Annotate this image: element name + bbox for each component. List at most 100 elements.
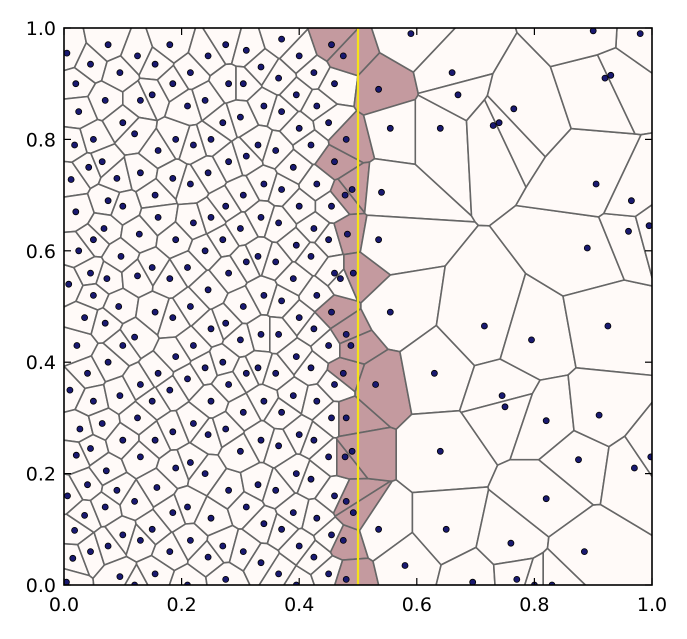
data-point <box>295 431 303 439</box>
data-point <box>542 417 550 425</box>
x-axis-ticks: 0.0 0.2 0.4 0.6 0.8 1.0 <box>49 28 667 616</box>
data-point <box>71 527 78 534</box>
data-point <box>81 314 88 322</box>
data-point <box>498 392 506 400</box>
axes-frame <box>63 27 653 586</box>
data-point <box>647 453 652 461</box>
data-point <box>275 442 283 450</box>
data-point <box>325 236 333 244</box>
data-point <box>307 364 315 372</box>
data-point <box>90 291 97 299</box>
data-point <box>272 369 280 377</box>
data-point <box>219 236 227 244</box>
data-point <box>289 509 297 516</box>
data-point <box>225 80 233 88</box>
data-point <box>239 191 247 199</box>
data-point <box>166 548 174 555</box>
data-point <box>313 514 321 522</box>
data-point <box>348 447 356 455</box>
data-point <box>201 247 209 255</box>
data-point <box>101 97 109 104</box>
data-point <box>375 525 383 533</box>
data-point <box>339 537 347 544</box>
voronoi-cell <box>123 563 149 585</box>
data-point <box>64 578 70 585</box>
data-point <box>134 272 141 280</box>
x-tick-label: 1.0 <box>637 594 667 616</box>
data-point <box>575 456 582 464</box>
data-point <box>148 525 156 533</box>
y-tick-label: 0.6 <box>26 241 56 263</box>
data-point <box>313 180 321 188</box>
data-point <box>254 252 262 260</box>
data-point <box>342 135 350 143</box>
data-point <box>272 486 280 494</box>
data-point <box>292 241 300 249</box>
data-point <box>136 537 144 544</box>
data-point <box>278 108 286 115</box>
data-point <box>343 230 351 238</box>
data-point <box>151 570 159 578</box>
data-point <box>222 41 230 49</box>
data-point <box>151 436 159 444</box>
data-point <box>513 576 521 583</box>
data-point <box>454 91 462 99</box>
data-point <box>347 342 355 349</box>
data-point <box>184 264 191 271</box>
data-point <box>73 342 81 349</box>
y-tick-label: 1.0 <box>26 18 56 40</box>
data-point <box>169 509 177 516</box>
data-point <box>313 397 321 405</box>
data-point <box>336 275 344 283</box>
data-point <box>116 392 124 400</box>
data-point <box>101 319 109 327</box>
data-point <box>84 481 91 489</box>
data-point <box>236 447 244 455</box>
data-point <box>219 358 227 366</box>
data-point <box>104 197 112 205</box>
data-point <box>260 397 268 405</box>
voronoi-cell <box>614 28 652 75</box>
data-point <box>254 481 262 489</box>
data-point <box>154 369 162 377</box>
data-point <box>186 459 194 466</box>
data-point <box>66 386 74 394</box>
data-point <box>272 147 280 154</box>
data-point <box>204 169 212 177</box>
data-point <box>242 46 250 54</box>
data-point <box>436 124 444 132</box>
data-point <box>625 227 632 235</box>
data-point <box>328 202 335 210</box>
data-point <box>528 336 535 344</box>
data-point <box>115 303 123 310</box>
data-point <box>401 562 409 569</box>
data-point <box>349 269 357 277</box>
data-point <box>295 52 303 60</box>
voronoi-cell <box>567 366 652 448</box>
data-point <box>116 573 124 580</box>
data-point <box>480 322 488 330</box>
data-point <box>442 525 450 533</box>
data-point <box>581 548 588 555</box>
data-point <box>64 49 71 57</box>
data-point <box>169 314 177 322</box>
voronoi-cell <box>492 557 535 585</box>
data-point <box>328 308 335 316</box>
data-point <box>254 364 262 372</box>
data-point <box>278 35 286 43</box>
data-point <box>134 414 141 422</box>
x-tick-label: 0.8 <box>519 594 549 616</box>
data-point <box>87 269 94 277</box>
data-point <box>222 319 230 327</box>
data-point <box>131 130 139 138</box>
data-point <box>116 69 124 76</box>
data-point <box>645 222 652 230</box>
data-point <box>236 336 244 344</box>
data-point <box>448 69 456 76</box>
data-point <box>495 119 503 127</box>
data-point <box>76 425 84 433</box>
voronoi-cell <box>514 28 618 68</box>
data-point <box>119 342 127 349</box>
data-point <box>219 542 227 550</box>
